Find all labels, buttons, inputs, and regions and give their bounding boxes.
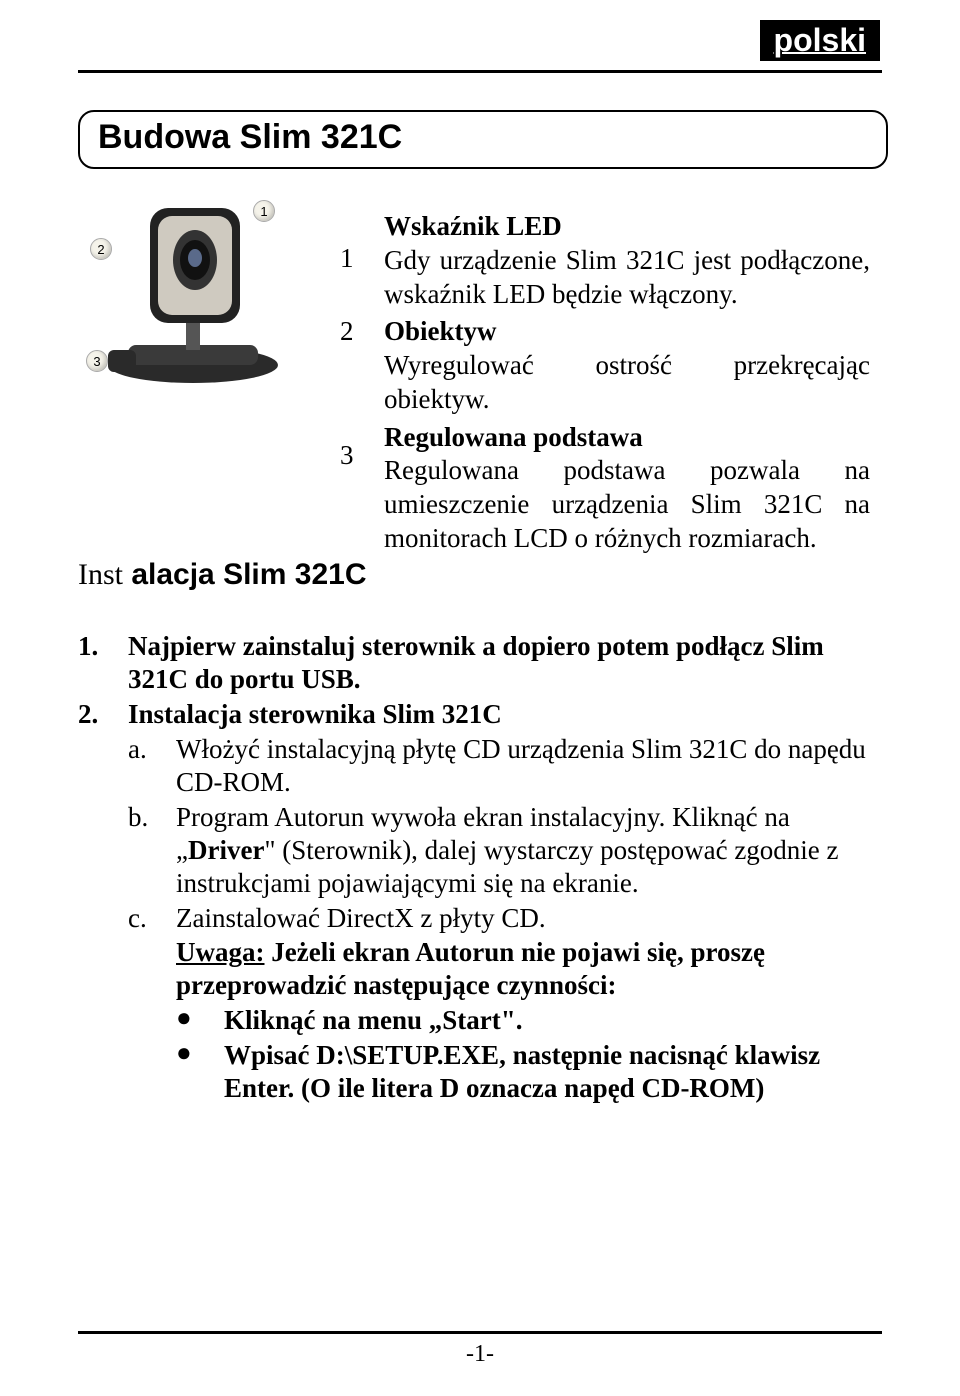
section-title-box: Budowa Slim 321C: [78, 110, 888, 169]
product-image: 1 2 3: [78, 190, 308, 390]
note-row: Uwaga: Jeżeli ekran Autorun nie pojawi s…: [78, 936, 888, 1002]
substep-a-letter: a.: [128, 733, 176, 799]
step-2: 2. Instalacja sterownika Slim 321C: [78, 698, 888, 731]
parts-row-3: 3 Regulowana podstawa Regulowana podstaw…: [340, 421, 870, 556]
section2-prefix: Inst: [78, 558, 123, 591]
parts-text-2: Obiektyw Wyregulować ostrość przekręcają…: [384, 315, 870, 416]
step-1-text: Najpierw zainstaluj sterownik a dopiero …: [128, 630, 888, 696]
substep-a: a. Włożyć instalacyjną płytę CD urządzen…: [78, 733, 888, 799]
note-spacer: [128, 936, 176, 1002]
bullet-dot-icon: ●: [176, 1039, 224, 1105]
bullet-1-text: Kliknąć na menu „Start".: [224, 1004, 888, 1037]
parts-row-2: 2 Obiektyw Wyregulować ostrość przekręca…: [340, 315, 870, 416]
substep-b-after: " (Sterownik), dalej wystarczy postępowa…: [176, 835, 839, 898]
language-badge: polski: [760, 20, 880, 61]
substep-c-letter: c.: [128, 902, 176, 935]
callout-2: 2: [90, 238, 112, 260]
substep-a-text: Włożyć instalacyjną płytę CD urządzenia …: [176, 733, 888, 799]
callout-3: 3: [86, 350, 108, 372]
parts-desc-1: Gdy urządzenie Slim 321C jest podłączone…: [384, 245, 870, 309]
parts-num-3: 3: [340, 421, 384, 556]
callout-1: 1: [253, 200, 275, 222]
substep-c: c. Zainstalować DirectX z płyty CD.: [78, 902, 888, 935]
substep-b-bold: Driver: [188, 835, 264, 865]
webcam-illustration: [78, 190, 308, 390]
section2-rest: alacja Slim 321C: [123, 558, 367, 591]
parts-title-2: Obiektyw: [384, 316, 497, 346]
parts-text-1: Wskaźnik LED Gdy urządzenie Slim 321C je…: [384, 210, 870, 311]
parts-desc-2: Wyregulować ostrość przekręcając obiekty…: [384, 350, 870, 414]
step-1: 1. Najpierw zainstaluj sterownik a dopie…: [78, 630, 888, 696]
section2-title: Inst alacja Slim 321C: [78, 558, 367, 592]
page-number: -1-: [0, 1341, 960, 1368]
section1-title: Budowa Slim 321C: [98, 118, 868, 157]
step-2-num: 2.: [78, 698, 128, 731]
header-rule: [78, 70, 882, 73]
parts-title-3: Regulowana podstawa: [384, 422, 643, 452]
substep-b-text: Program Autorun wywoła ekran instalacyjn…: [176, 801, 888, 900]
substep-b-letter: b.: [128, 801, 176, 900]
footer-rule: [78, 1331, 882, 1334]
parts-text-3: Regulowana podstawa Regulowana podstawa …: [384, 421, 870, 556]
parts-desc-3: Regulowana podstawa pozwala na umieszcze…: [384, 455, 870, 553]
note-text: Jeżeli ekran Autorun nie pojawi się, pro…: [176, 937, 765, 1000]
substep-b: b. Program Autorun wywoła ekran instalac…: [78, 801, 888, 900]
step-2-text: Instalacja sterownika Slim 321C: [128, 698, 888, 731]
parts-title-1: Wskaźnik LED: [384, 211, 562, 241]
steps-list: 1. Najpierw zainstaluj sterownik a dopie…: [78, 630, 888, 1107]
bullet-2: ● Wpisać D:\SETUP.EXE, następnie nacisną…: [78, 1039, 888, 1105]
parts-num-1: 1: [340, 210, 384, 311]
step-1-num: 1.: [78, 630, 128, 696]
parts-row-1: 1 Wskaźnik LED Gdy urządzenie Slim 321C …: [340, 210, 870, 311]
parts-table: 1 Wskaźnik LED Gdy urządzenie Slim 321C …: [340, 210, 870, 560]
note-label: Uwaga:: [176, 937, 265, 967]
bullet-2-text: Wpisać D:\SETUP.EXE, następnie nacisnąć …: [224, 1039, 888, 1105]
substep-c-text: Zainstalować DirectX z płyty CD.: [176, 902, 888, 935]
note-content: Uwaga: Jeżeli ekran Autorun nie pojawi s…: [176, 936, 888, 1002]
bullet-1: ● Kliknąć na menu „Start".: [78, 1004, 888, 1037]
parts-num-2: 2: [340, 315, 384, 416]
bullet-dot-icon: ●: [176, 1004, 224, 1037]
